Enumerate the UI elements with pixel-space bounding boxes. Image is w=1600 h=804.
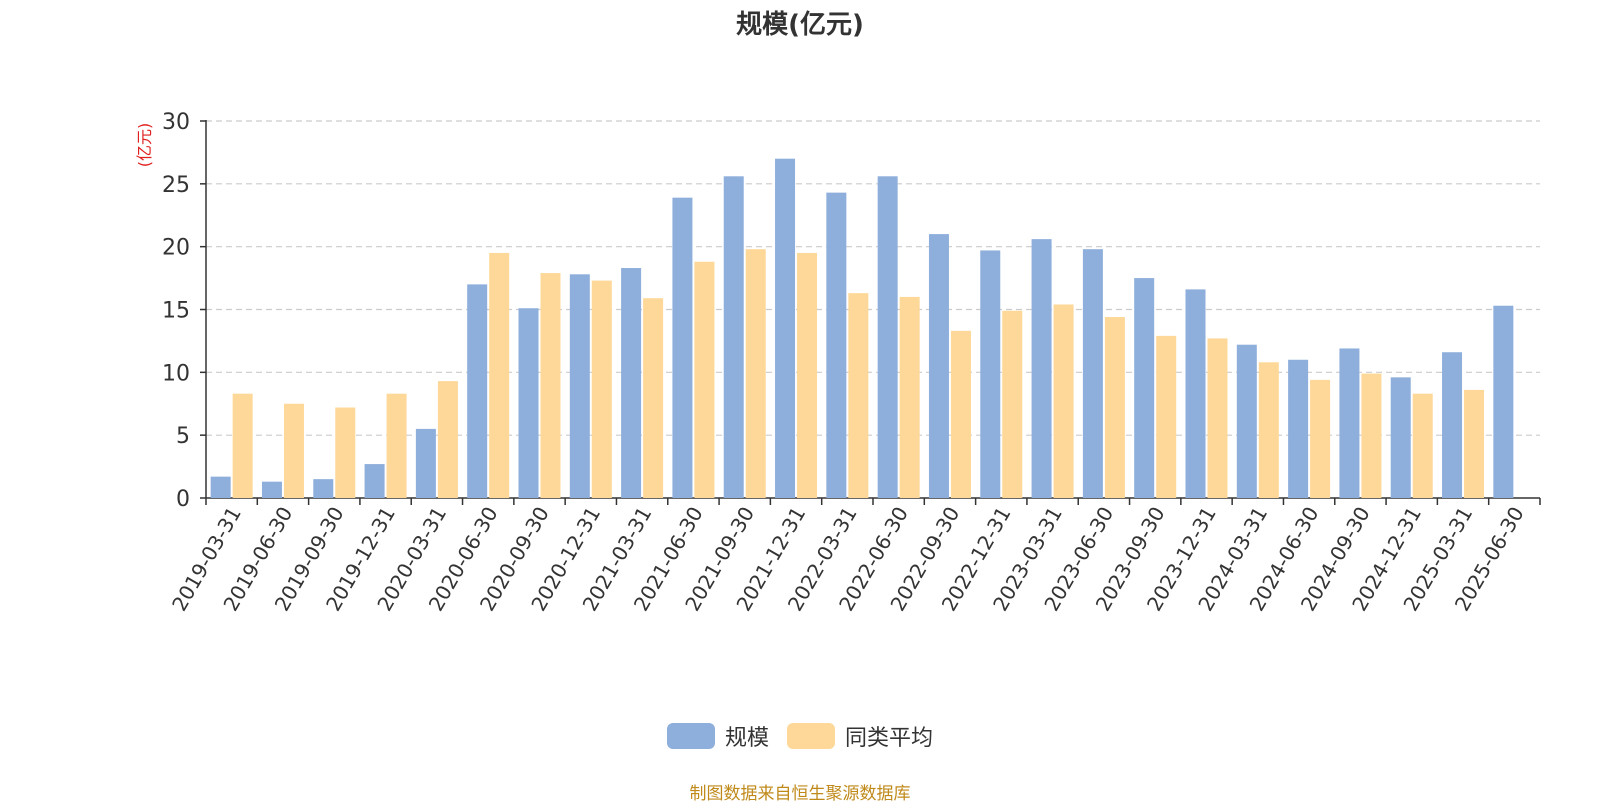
bar-peer-average (745, 249, 766, 498)
legend-label-peer-average: 同类平均 (845, 726, 934, 751)
bar-peer-average (1310, 379, 1331, 498)
bar-peer-average (437, 381, 458, 498)
bar-peer-average (950, 330, 971, 498)
bar-scale (928, 234, 949, 498)
legend-swatch-scale (666, 723, 715, 749)
bar-scale (1390, 377, 1411, 498)
bar-peer-average (797, 252, 818, 498)
bar-peer-average (232, 393, 253, 498)
bar-scale (518, 308, 539, 498)
bar-peer-average (1464, 389, 1485, 498)
bar-scale (467, 284, 488, 498)
y-tick-label: 15 (162, 299, 190, 324)
bar-scale (1082, 249, 1103, 498)
bar-peer-average (1002, 310, 1023, 498)
legend-item-scale[interactable]: 规模 (666, 720, 769, 752)
y-tick-label: 0 (176, 487, 190, 512)
bar-peer-average (386, 393, 407, 498)
bar-scale (261, 481, 282, 498)
bar-scale (1339, 348, 1360, 498)
legend: 规模 同类平均 (0, 720, 1600, 752)
bar-scale (877, 176, 898, 498)
bar-scale (364, 464, 385, 498)
bar-peer-average (694, 261, 715, 498)
bar-peer-average (1412, 393, 1433, 498)
bar-scale (1442, 352, 1463, 498)
legend-swatch-peer-average (787, 723, 835, 749)
legend-label-scale: 规模 (724, 726, 769, 751)
y-tick-label: 5 (176, 424, 190, 449)
y-tick-label: 25 (162, 173, 190, 198)
bar-peer-average (489, 252, 510, 498)
bar-scale (1134, 278, 1155, 498)
bar-scale (826, 192, 847, 498)
bar-scale (723, 176, 744, 498)
bar-scale (775, 158, 796, 498)
y-tick-label: 20 (162, 236, 190, 261)
bar-scale (621, 268, 642, 498)
bar-peer-average (848, 293, 869, 498)
bar-scale (672, 197, 693, 498)
bar-peer-average (335, 407, 356, 498)
bar-scale (1493, 305, 1514, 498)
bar-scale (210, 476, 231, 498)
bar-peer-average (899, 296, 920, 498)
legend-item-peer-average[interactable]: 同类平均 (787, 720, 933, 752)
bar-scale (313, 479, 334, 498)
chart-title: 规模(亿元) (736, 10, 864, 40)
source-note: 制图数据来自恒生聚源数据库 (689, 784, 911, 804)
bar-peer-average (1258, 362, 1279, 498)
bar-scale (1031, 239, 1052, 499)
bar-scale (1288, 359, 1309, 498)
bar-peer-average (1156, 335, 1177, 498)
bar-peer-average (1361, 373, 1382, 498)
bar-peer-average (283, 403, 304, 498)
bar-scale (1236, 344, 1257, 498)
y-tick-label: 30 (162, 110, 190, 135)
y-tick-label: 10 (162, 361, 190, 386)
bar-peer-average (591, 280, 612, 498)
bar-peer-average (1053, 304, 1074, 498)
bar-peer-average (540, 273, 561, 498)
bar-scale (1185, 289, 1206, 498)
bar-peer-average (1104, 317, 1125, 498)
bar-scale (980, 250, 1001, 498)
bar-peer-average (1207, 338, 1228, 498)
y-axis-label: (亿元) (135, 123, 154, 168)
bar-scale (569, 274, 590, 498)
bar-peer-average (643, 298, 664, 498)
bar-scale (415, 428, 436, 498)
